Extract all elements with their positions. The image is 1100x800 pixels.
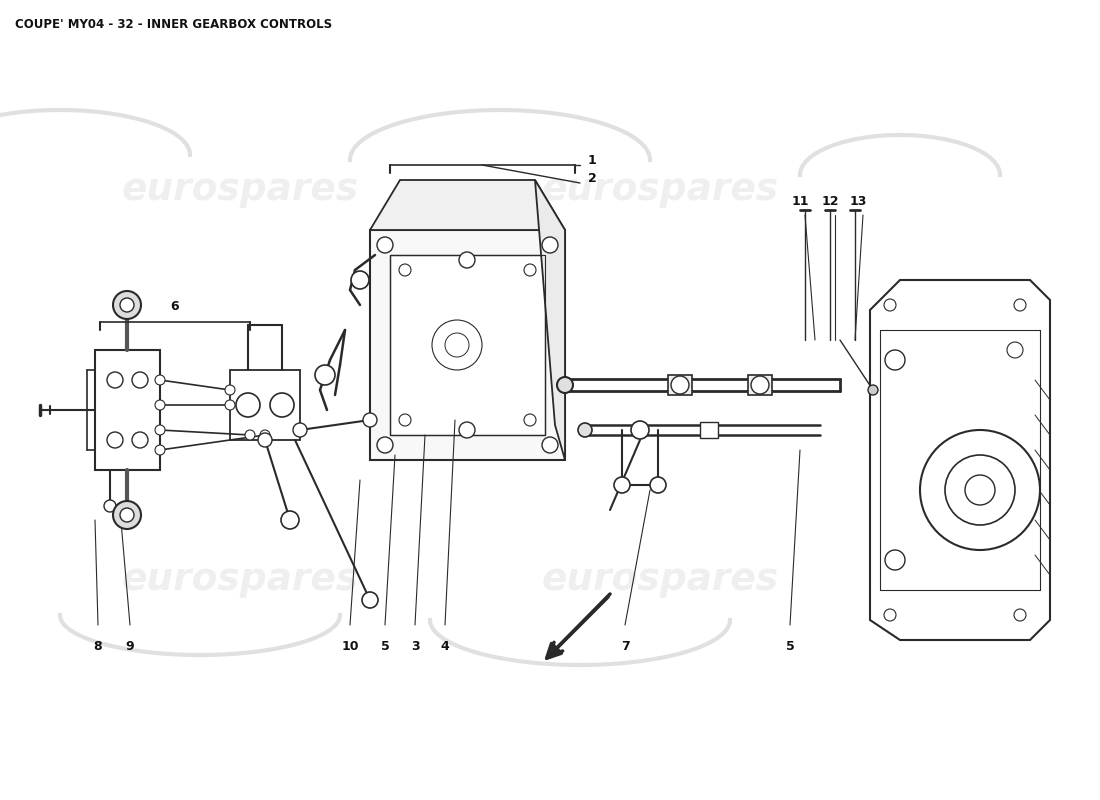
Bar bbox=[390, 255, 544, 435]
Text: 11: 11 bbox=[791, 195, 808, 208]
Circle shape bbox=[1014, 609, 1026, 621]
Text: 8: 8 bbox=[94, 640, 102, 653]
Polygon shape bbox=[370, 180, 565, 230]
Circle shape bbox=[751, 376, 769, 394]
Circle shape bbox=[260, 430, 270, 440]
Circle shape bbox=[226, 400, 235, 410]
Text: 7: 7 bbox=[620, 640, 629, 653]
Circle shape bbox=[155, 400, 165, 410]
Text: eurospares: eurospares bbox=[541, 562, 779, 598]
Text: 10: 10 bbox=[341, 640, 359, 653]
Text: 2: 2 bbox=[588, 171, 596, 185]
Bar bbox=[370, 230, 565, 460]
Circle shape bbox=[1006, 342, 1023, 358]
Bar bbox=[95, 350, 160, 470]
Circle shape bbox=[886, 550, 905, 570]
Text: 5: 5 bbox=[785, 640, 794, 653]
Circle shape bbox=[377, 237, 393, 253]
Text: 9: 9 bbox=[125, 640, 134, 653]
Circle shape bbox=[113, 291, 141, 319]
Circle shape bbox=[120, 508, 134, 522]
Circle shape bbox=[155, 375, 165, 385]
Circle shape bbox=[631, 421, 649, 439]
Text: 13: 13 bbox=[849, 195, 867, 208]
Circle shape bbox=[351, 271, 369, 289]
Text: 4: 4 bbox=[441, 640, 450, 653]
Circle shape bbox=[614, 477, 630, 493]
Circle shape bbox=[524, 264, 536, 276]
Circle shape bbox=[113, 501, 141, 529]
Circle shape bbox=[399, 414, 411, 426]
Bar bbox=[230, 370, 300, 440]
Bar bbox=[668, 375, 692, 395]
Text: eurospares: eurospares bbox=[121, 562, 359, 598]
Circle shape bbox=[363, 413, 377, 427]
Bar bbox=[748, 375, 772, 395]
Circle shape bbox=[459, 422, 475, 438]
Circle shape bbox=[226, 385, 235, 395]
Circle shape bbox=[155, 445, 165, 455]
Text: 3: 3 bbox=[410, 640, 419, 653]
Circle shape bbox=[1014, 299, 1026, 311]
Circle shape bbox=[399, 264, 411, 276]
Polygon shape bbox=[535, 180, 565, 460]
Text: 1: 1 bbox=[588, 154, 596, 166]
Bar bbox=[700, 422, 718, 438]
Circle shape bbox=[884, 299, 896, 311]
Circle shape bbox=[132, 432, 148, 448]
Circle shape bbox=[650, 477, 666, 493]
Circle shape bbox=[270, 393, 294, 417]
Circle shape bbox=[884, 609, 896, 621]
Polygon shape bbox=[870, 280, 1050, 640]
Text: 12: 12 bbox=[822, 195, 838, 208]
Circle shape bbox=[245, 430, 255, 440]
Circle shape bbox=[432, 320, 482, 370]
Circle shape bbox=[542, 237, 558, 253]
Circle shape bbox=[362, 592, 378, 608]
Circle shape bbox=[280, 511, 299, 529]
Circle shape bbox=[524, 414, 536, 426]
Circle shape bbox=[578, 423, 592, 437]
Circle shape bbox=[557, 377, 573, 393]
Circle shape bbox=[315, 365, 336, 385]
Text: eurospares: eurospares bbox=[541, 172, 779, 208]
Circle shape bbox=[920, 430, 1040, 550]
Circle shape bbox=[107, 432, 123, 448]
Circle shape bbox=[886, 350, 905, 370]
Text: COUPE' MY04 - 32 - INNER GEARBOX CONTROLS: COUPE' MY04 - 32 - INNER GEARBOX CONTROL… bbox=[15, 18, 332, 31]
Circle shape bbox=[104, 500, 116, 512]
Circle shape bbox=[868, 385, 878, 395]
Circle shape bbox=[155, 425, 165, 435]
Circle shape bbox=[107, 372, 123, 388]
Circle shape bbox=[132, 372, 148, 388]
Text: eurospares: eurospares bbox=[121, 172, 359, 208]
Circle shape bbox=[459, 252, 475, 268]
Circle shape bbox=[293, 423, 307, 437]
Circle shape bbox=[671, 376, 689, 394]
Text: 6: 6 bbox=[170, 300, 179, 313]
Circle shape bbox=[120, 298, 134, 312]
Circle shape bbox=[377, 437, 393, 453]
Text: 5: 5 bbox=[381, 640, 389, 653]
Circle shape bbox=[965, 475, 996, 505]
Circle shape bbox=[446, 333, 469, 357]
Circle shape bbox=[542, 437, 558, 453]
Circle shape bbox=[945, 455, 1015, 525]
Circle shape bbox=[236, 393, 260, 417]
Circle shape bbox=[258, 433, 272, 447]
